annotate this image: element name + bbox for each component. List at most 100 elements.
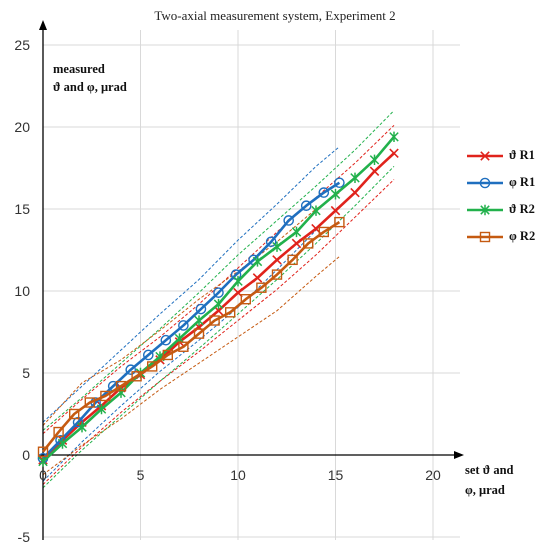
data-point: [283, 215, 295, 226]
data-point: [369, 154, 380, 165]
data-point: [194, 315, 204, 326]
band-line: [42, 146, 340, 423]
data-point: [77, 421, 87, 433]
band-line: [42, 125, 395, 435]
data-point: [209, 315, 220, 326]
band-line: [42, 192, 340, 426]
data-point: [300, 200, 312, 212]
data-point: [38, 456, 48, 467]
data-point: [100, 390, 111, 402]
data-point: [68, 408, 80, 420]
data-point: [53, 426, 64, 438]
legend-swatch-1: [467, 177, 503, 188]
y-axis-label-line-1: measured: [53, 62, 105, 76]
data-point: [142, 349, 154, 361]
y-tick-label: 10: [14, 283, 30, 299]
data-point: [350, 172, 360, 184]
data-point: [287, 254, 298, 266]
data-point: [116, 387, 126, 398]
y-tick-label: 15: [14, 201, 30, 217]
data-point: [272, 255, 282, 265]
series-line: [41, 221, 341, 453]
data-point: [334, 216, 345, 228]
x-tick-label: 0: [39, 467, 47, 483]
x-tick-label: 15: [328, 467, 344, 483]
data-point: [334, 177, 345, 189]
legend-swatch-marker: [479, 177, 491, 188]
data-series: [37, 131, 399, 467]
data-point: [195, 303, 207, 315]
data-point: [178, 341, 189, 352]
legend-item: ϑ R1: [465, 142, 535, 169]
data-point: [303, 238, 314, 249]
x-axis-label-line-2: φ, μrad: [465, 483, 505, 497]
band-line: [42, 179, 395, 485]
legend-swatch-marker: [479, 231, 491, 242]
data-point: [272, 241, 282, 252]
data-point: [233, 275, 243, 287]
tick-labels: 0 5 10 15 20 -5 0 5 10 15 20 25: [14, 37, 441, 545]
y-tick-label: 5: [22, 365, 30, 381]
x-axis-label-line-1: set ϑ and: [465, 463, 514, 477]
data-point: [252, 256, 263, 267]
data-point: [178, 320, 189, 331]
data-point: [131, 371, 142, 382]
data-point: [389, 148, 399, 159]
y-axis-arrow: [39, 20, 47, 30]
band-line: [42, 205, 340, 482]
x-tick-label: 10: [230, 467, 246, 483]
x-tick-label: 20: [425, 467, 441, 483]
chart-axes: [38, 20, 464, 540]
legend-item: ϑ R2: [465, 196, 535, 223]
legend-swatch-0: [467, 150, 503, 161]
data-point: [350, 187, 360, 198]
band-line: [42, 166, 395, 489]
data-point: [213, 287, 224, 298]
data-point: [318, 226, 329, 238]
legend-item: φ R1: [465, 169, 535, 196]
data-point: [271, 269, 283, 280]
y-tick-label: 20: [14, 119, 30, 135]
y-tick-label: -5: [18, 529, 31, 545]
data-point: [160, 334, 172, 346]
band-line: [42, 110, 395, 431]
data-point: [240, 294, 252, 305]
y-tick-label: 0: [22, 447, 30, 463]
legend-swatch-2: [467, 204, 503, 215]
legend-label: φ R1: [509, 175, 536, 189]
legend-label: ϑ R1: [509, 148, 535, 162]
x-tick-label: 5: [137, 467, 145, 483]
y-tick-label: 25: [14, 37, 30, 53]
data-point: [256, 282, 267, 293]
data-point: [84, 397, 96, 408]
legend-label: ϑ R2: [509, 202, 535, 216]
x-axis-arrow: [454, 451, 464, 459]
legend-swatch-marker: [480, 204, 490, 215]
data-point: [37, 446, 49, 457]
legend-swatch-3: [467, 231, 503, 242]
data-point: [162, 349, 174, 361]
data-point: [291, 226, 302, 238]
data-point: [115, 380, 127, 392]
data-point: [311, 205, 321, 216]
chart-title: Two-axial measurement system, Experiment…: [154, 8, 396, 23]
data-point: [330, 189, 341, 200]
y-axis-label-line-2: ϑ and φ, μrad: [53, 80, 127, 94]
data-point: [265, 236, 277, 248]
legend-item: φ R2: [465, 223, 535, 250]
data-point: [213, 298, 224, 310]
series-3: [37, 216, 345, 457]
data-point: [224, 307, 236, 318]
data-point: [252, 273, 263, 283]
y-axis-label: measured ϑ and φ, μrad: [53, 60, 127, 96]
chart-legend: ϑ R1 φ R1 ϑ R2 φ R2: [465, 142, 535, 250]
data-point: [389, 131, 399, 143]
data-point: [318, 187, 330, 198]
data-point: [125, 364, 137, 376]
data-point: [369, 166, 380, 177]
legend-label: φ R2: [509, 229, 536, 243]
band-line: [42, 256, 340, 476]
data-point: [146, 361, 158, 372]
chart-grid: [43, 30, 460, 540]
